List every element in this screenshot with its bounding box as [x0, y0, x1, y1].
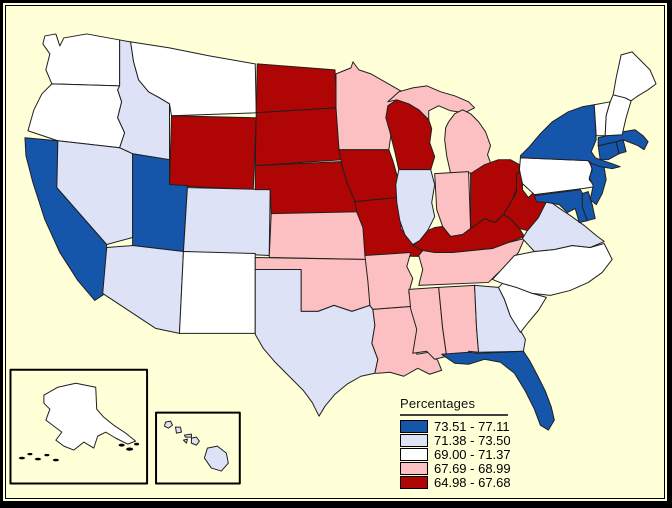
- legend-label: 73.51 - 77.11: [434, 418, 510, 434]
- aleutian-islands: [18, 442, 140, 462]
- state-arizona: [102, 245, 184, 334]
- legend-row: 71.38 - 73.50: [400, 432, 530, 448]
- legend-divider: [400, 414, 508, 416]
- alaska-inset: [9, 368, 149, 485]
- state-alaska: [43, 382, 137, 451]
- map-canvas: Percentages 73.51 - 77.11 71.38 - 73.50 …: [5, 5, 665, 499]
- legend-label: 67.69 - 68.99: [434, 460, 511, 476]
- state-colorado: [182, 186, 271, 256]
- state-kansas: [268, 211, 369, 260]
- legend-row: 64.98 - 67.68: [400, 474, 530, 490]
- legend-swatch-light-blue: [400, 433, 428, 447]
- state-florida: [441, 350, 555, 431]
- state-montana: [130, 41, 257, 117]
- hawaii-inset: [155, 411, 241, 485]
- legend-swatch-white: [400, 447, 428, 461]
- legend-row: 67.69 - 68.99: [400, 460, 530, 476]
- state-oregon: [27, 83, 126, 149]
- state-new-mexico: [178, 251, 256, 334]
- state-new-hampshire: [604, 94, 632, 137]
- lower-48-states: [24, 33, 657, 431]
- legend-swatch-pink: [400, 461, 428, 475]
- state-arkansas: [364, 252, 414, 310]
- us-choropleth-map: [9, 33, 657, 485]
- legend-label: 69.00 - 71.37: [434, 446, 511, 462]
- hawaii-island-molokai: [183, 433, 192, 438]
- state-maine: [612, 51, 657, 102]
- state-washington: [42, 33, 121, 87]
- legend-row: 69.00 - 71.37: [400, 446, 530, 462]
- legend-swatch-dark-blue: [400, 419, 428, 433]
- hawaii-island-oahu: [174, 426, 182, 434]
- state-michigan-lower: [444, 109, 492, 175]
- hawaii-inset-box: [155, 411, 241, 485]
- legend-row: 73.51 - 77.11: [400, 418, 530, 434]
- state-north-dakota: [255, 63, 338, 114]
- state-delaware: [581, 191, 596, 222]
- state-virginia: [521, 199, 605, 252]
- hawaii-island-maui: [190, 436, 200, 446]
- state-texas: [254, 268, 379, 417]
- state-new-york: [519, 104, 621, 170]
- legend-label: 64.98 - 67.68: [434, 474, 511, 490]
- state-wyoming: [169, 115, 257, 191]
- legend-label: 71.38 - 73.50: [434, 432, 511, 448]
- hawaii-island-hawaii: [203, 445, 229, 472]
- legend: Percentages 73.51 - 77.11 71.38 - 73.50 …: [400, 396, 530, 490]
- legend-title: Percentages: [400, 396, 476, 411]
- hawaii-island-lanai: [182, 438, 188, 444]
- legend-swatch-dark-red: [400, 475, 428, 489]
- alaska-inset-box: [9, 368, 149, 485]
- hawaii-island-kauai: [164, 420, 173, 429]
- state-pennsylvania: [518, 157, 596, 196]
- state-south-dakota: [254, 107, 345, 167]
